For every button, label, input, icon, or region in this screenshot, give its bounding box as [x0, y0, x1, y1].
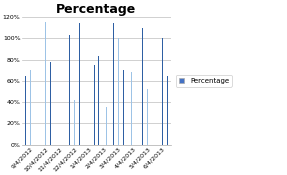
Bar — [118, 38, 119, 145]
Bar — [101, 22, 102, 145]
Bar — [50, 62, 51, 145]
Bar — [98, 56, 99, 145]
Legend: Percentage: Percentage — [176, 75, 232, 87]
Bar — [25, 76, 26, 145]
Title: Percentage: Percentage — [56, 3, 137, 16]
Bar — [123, 70, 124, 145]
Bar — [79, 23, 80, 145]
Bar — [142, 28, 143, 145]
Bar — [45, 22, 46, 145]
Bar — [30, 70, 31, 145]
Bar — [69, 35, 70, 145]
Bar — [74, 100, 75, 145]
Bar — [113, 23, 114, 145]
Bar — [89, 88, 90, 145]
Bar — [167, 76, 168, 145]
